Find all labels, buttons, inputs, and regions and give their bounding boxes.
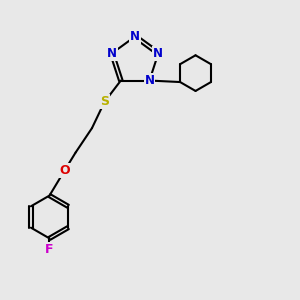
Text: N: N	[130, 30, 140, 43]
Text: F: F	[45, 243, 54, 256]
Text: N: N	[145, 74, 154, 87]
Text: N: N	[107, 47, 117, 60]
Text: N: N	[153, 47, 163, 60]
Text: O: O	[59, 164, 70, 177]
Text: S: S	[100, 95, 109, 109]
